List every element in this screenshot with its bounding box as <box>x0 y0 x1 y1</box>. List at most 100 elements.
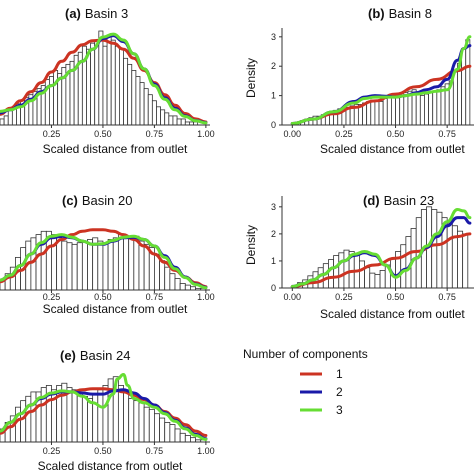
density-curve-3 <box>290 35 472 125</box>
legend-label-3: 3 <box>336 403 343 417</box>
histogram-bar <box>190 437 196 443</box>
histogram-bar <box>86 48 91 126</box>
histogram-bar <box>436 89 442 126</box>
histogram-bar <box>90 42 96 126</box>
histogram-bar <box>61 240 68 291</box>
panel-b-plot: 0 1 2 3 0.00 0.25 0.50 0.75 <box>271 28 474 139</box>
histogram-bar <box>168 115 174 126</box>
histogram-bar <box>169 273 176 291</box>
panel-d-xlabel: Scaled distance from outlet <box>320 307 465 321</box>
x-tick-label: 0.25 <box>43 292 61 302</box>
histogram-bar <box>461 48 467 126</box>
x-tick-label: 0.50 <box>94 292 112 302</box>
x-tick-label: 0.75 <box>146 129 164 139</box>
density-curve-1 <box>290 232 472 289</box>
x-tick-label: 0.50 <box>387 292 405 302</box>
histogram-bar <box>117 234 124 291</box>
panel-e-title: (e) Basin 24 <box>60 348 130 363</box>
histogram-bar <box>395 93 401 126</box>
histogram-bar <box>415 92 421 126</box>
histogram-bar <box>333 255 340 289</box>
panel-a: (a) Basin 3 0.25 0.50 0.75 1.00 Scaled dista… <box>0 6 215 156</box>
panel-b-ylabel: Density <box>244 58 258 98</box>
histogram-bar <box>462 233 469 289</box>
histogram-bar <box>138 240 145 291</box>
panel-d-name: Basin 23 <box>384 193 435 208</box>
histogram-bar <box>66 242 73 291</box>
legend-label-2: 2 <box>336 385 343 399</box>
histogram-bar <box>184 435 191 443</box>
histogram-bar <box>359 260 365 289</box>
histogram-bar <box>135 76 141 126</box>
histogram-bar <box>400 244 407 289</box>
histogram-bar <box>76 391 83 443</box>
histogram-bar <box>169 424 176 443</box>
histogram-bar <box>117 385 124 443</box>
y-tick-label: 0 <box>271 283 276 293</box>
histogram-bar <box>424 93 429 126</box>
histogram-bar <box>92 393 99 443</box>
histogram-bar <box>127 63 133 126</box>
y-tick-label: 2 <box>271 229 276 239</box>
histogram-bar <box>374 99 380 126</box>
y-tick-label: 1 <box>271 256 276 266</box>
histogram-bar <box>25 395 32 443</box>
panel-e-name: Basin 24 <box>80 348 131 363</box>
histogram-bar <box>366 101 372 126</box>
panel-c-title: (c) Basin 20 <box>62 193 132 208</box>
density-curve-3 <box>0 372 208 441</box>
histogram-bar <box>102 45 108 126</box>
histogram-bar <box>0 118 5 126</box>
histogram-bar <box>379 270 386 289</box>
histogram-bar <box>174 278 181 291</box>
panel-b-letter: (b) <box>368 6 385 21</box>
panel-c-name: Basin 20 <box>82 193 133 208</box>
histogram-bar <box>151 100 157 126</box>
histogram-bar <box>159 260 166 291</box>
panel-e: (e) Basin 24 0.25 0.50 0.75 1.00 Scaled dist… <box>0 348 215 473</box>
histogram-bar <box>97 240 104 291</box>
histogram-bar <box>81 240 88 291</box>
histogram-bar <box>179 283 186 291</box>
y-tick-label: 3 <box>271 202 276 212</box>
histogram-bar <box>81 395 88 443</box>
histogram-bar <box>143 88 149 126</box>
histogram-bar <box>374 274 381 289</box>
x-tick-label: 0.50 <box>94 129 112 139</box>
histogram-bar <box>154 413 160 443</box>
histogram-bar <box>457 230 464 289</box>
histogram-bar <box>71 389 78 443</box>
panel-b-name: Basin 8 <box>389 6 432 21</box>
histogram-bar <box>139 82 145 126</box>
histogram-bar <box>128 398 135 443</box>
legend-title: Number of components <box>243 347 368 361</box>
x-tick-label: 1.00 <box>197 129 215 139</box>
histogram-bar <box>172 115 178 126</box>
histogram-bar <box>110 39 116 126</box>
histogram-bar <box>123 391 130 443</box>
histogram-bar <box>148 408 155 443</box>
histogram-bar <box>174 428 181 443</box>
histogram-bar <box>184 284 191 291</box>
histogram-bar <box>391 95 396 126</box>
panel-d: (d) Basin 23 Density 0 1 2 3 0.00 0.25 0.50 0.75… <box>244 193 474 321</box>
y-tick-label: 1 <box>271 91 276 101</box>
histogram-bar <box>419 95 425 126</box>
histogram-bar <box>7 109 13 126</box>
x-tick-label: 0.75 <box>438 292 456 302</box>
x-tick-label: 0.75 <box>438 129 456 139</box>
histogram-bar <box>30 391 37 443</box>
histogram-bar <box>56 237 63 291</box>
histogram-bar <box>369 272 376 289</box>
panel-c-letter: (c) <box>62 193 78 208</box>
x-tick-label: 0.25 <box>43 446 61 456</box>
panel-d-title: (d) Basin 23 <box>363 193 434 208</box>
histogram-bar <box>452 71 458 126</box>
histogram-bar <box>133 235 140 291</box>
legend-label-1: 1 <box>336 367 343 381</box>
histogram-bar <box>457 62 463 126</box>
histogram-bar <box>343 249 350 289</box>
x-tick-label: 0.50 <box>387 129 405 139</box>
histogram-bar <box>98 30 104 126</box>
